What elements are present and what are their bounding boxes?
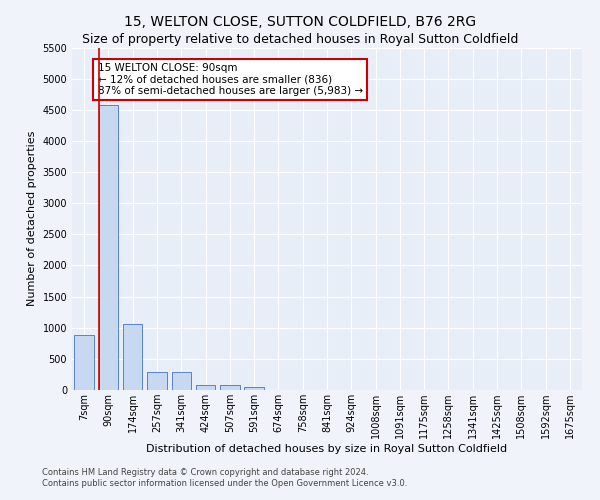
Bar xyxy=(74,335,94,390)
Bar xyxy=(172,372,191,390)
Text: 15, WELTON CLOSE, SUTTON COLDFIELD, B76 2RG: 15, WELTON CLOSE, SUTTON COLDFIELD, B76 … xyxy=(124,15,476,29)
Bar xyxy=(244,386,264,390)
Text: Contains HM Land Registry data © Crown copyright and database right 2024.
Contai: Contains HM Land Registry data © Crown c… xyxy=(42,468,407,487)
Bar xyxy=(147,372,167,390)
Text: Size of property relative to detached houses in Royal Sutton Coldfield: Size of property relative to detached ho… xyxy=(82,32,518,46)
Bar xyxy=(196,385,215,390)
Y-axis label: Number of detached properties: Number of detached properties xyxy=(27,131,37,306)
Bar xyxy=(220,385,239,390)
Bar xyxy=(123,324,142,390)
Bar xyxy=(99,105,118,390)
Text: 15 WELTON CLOSE: 90sqm
← 12% of detached houses are smaller (836)
87% of semi-de: 15 WELTON CLOSE: 90sqm ← 12% of detached… xyxy=(97,63,362,96)
X-axis label: Distribution of detached houses by size in Royal Sutton Coldfield: Distribution of detached houses by size … xyxy=(146,444,508,454)
